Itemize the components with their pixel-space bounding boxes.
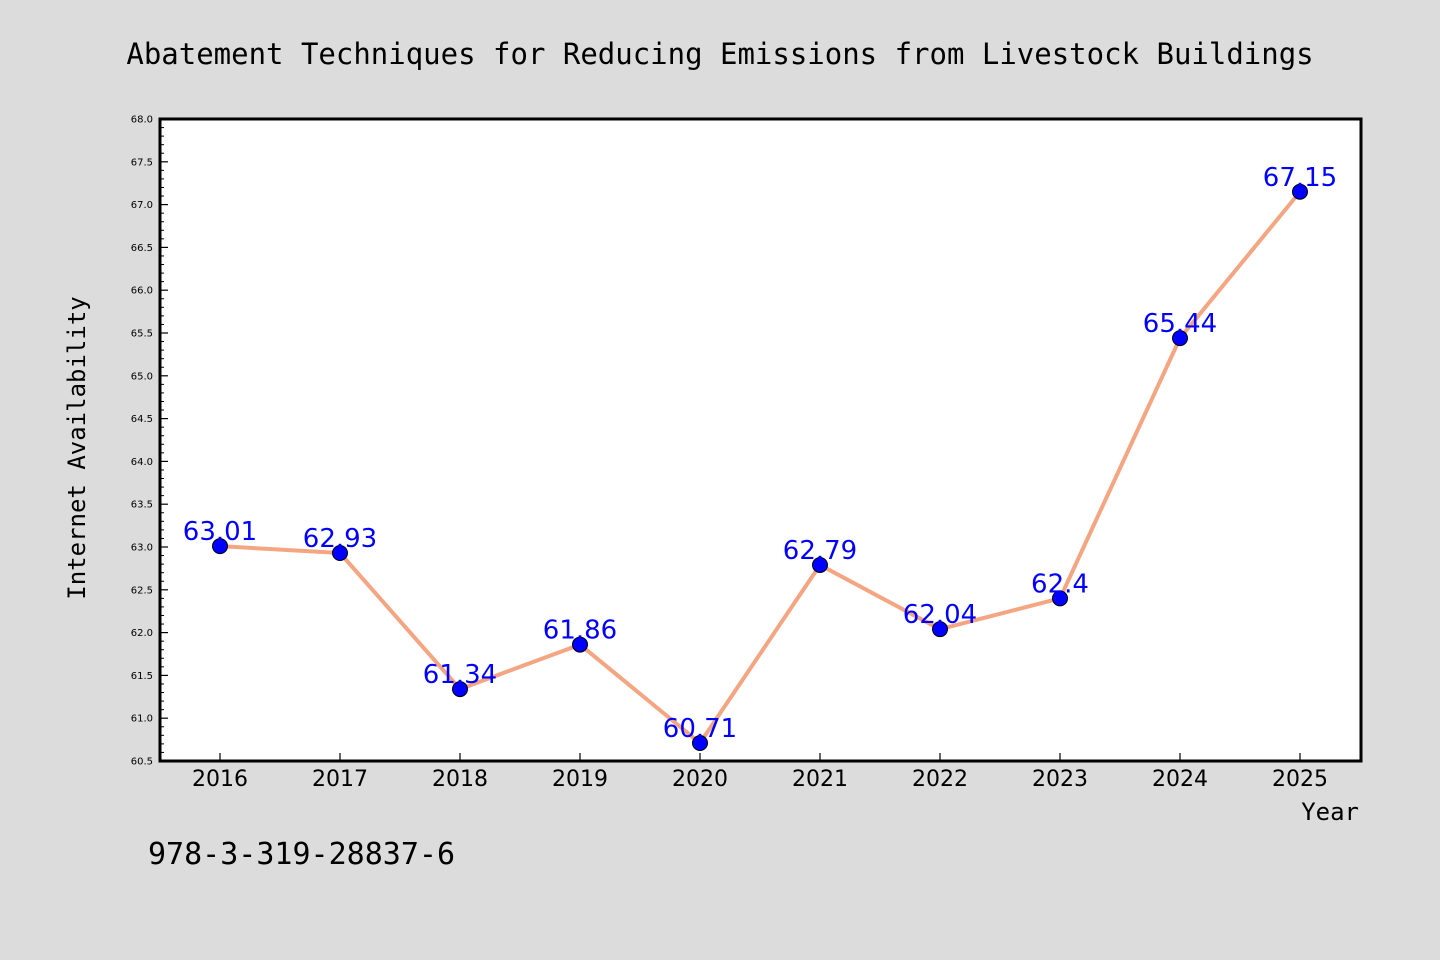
data-point — [812, 556, 828, 573]
series-markers — [212, 183, 1308, 752]
x-axis-label: Year — [1301, 798, 1359, 826]
data-point — [932, 621, 948, 638]
data-label: 63.01 — [183, 517, 257, 547]
data-point — [572, 636, 588, 653]
x-axis: 2016 2017 2018 2019 2020 2021 2022 2023 2024 2025 — [192, 753, 1328, 792]
chart-title: Abatement Techniques for Reducing Emissi… — [126, 37, 1313, 71]
data-point — [452, 681, 468, 698]
y-tick-label: 63.0 — [131, 543, 153, 554]
y-tick-label: 67.5 — [131, 157, 153, 168]
y-axis: 60.5 61.0 61.5 62.0 62.5 63.0 63.5 64.0 64.5 65.0… — [131, 115, 168, 768]
series-line — [219, 190, 1302, 746]
y-tick-label: 66.5 — [131, 243, 153, 254]
data-point — [1292, 183, 1308, 200]
data-labels: 63.01 62.93 61.34 61.86 60.71 62.79 62.04 62.4 6… — [183, 163, 1337, 744]
y-tick-label: 64.5 — [131, 414, 153, 425]
y-tick-label: 61.5 — [131, 671, 153, 682]
data-point — [1172, 330, 1188, 347]
data-label: 62.79 — [783, 536, 857, 566]
data-point — [332, 544, 348, 561]
y-tick-label: 66.0 — [131, 286, 153, 297]
data-point — [212, 538, 228, 555]
data-label: 60.71 — [663, 714, 737, 744]
y-tick-label: 64.0 — [131, 457, 153, 468]
y-tick-label: 67.0 — [131, 200, 153, 211]
x-tick-label: 2021 — [792, 767, 848, 792]
x-tick-label: 2025 — [1272, 767, 1328, 792]
data-point — [692, 735, 708, 752]
y-tick-label: 61.0 — [131, 714, 153, 725]
data-point — [1052, 590, 1068, 607]
y-tick-label: 63.5 — [131, 500, 153, 511]
isbn-annotation: 978-3-319-28837-6 — [148, 837, 455, 872]
data-label: 67.15 — [1263, 163, 1337, 193]
y-tick-label: 65.0 — [131, 371, 153, 382]
data-label: 65.44 — [1143, 309, 1217, 339]
x-tick-label: 2020 — [672, 767, 728, 792]
x-tick-label: 2023 — [1032, 767, 1088, 792]
x-tick-label: 2016 — [192, 767, 248, 792]
x-tick-label: 2022 — [912, 767, 968, 792]
y-axis-label: Internet Availability — [63, 296, 91, 599]
data-label: 61.34 — [423, 660, 497, 690]
data-label: 62.04 — [903, 600, 977, 630]
data-label: 61.86 — [543, 616, 617, 646]
data-label: 62.93 — [303, 524, 377, 554]
x-tick-label: 2018 — [432, 767, 488, 792]
y-tick-label: 68.0 — [131, 115, 153, 126]
y-tick-label: 62.5 — [131, 585, 153, 596]
data-label: 62.4 — [1031, 569, 1089, 599]
x-tick-label: 2019 — [552, 767, 608, 792]
y-tick-label: 65.5 — [131, 329, 153, 340]
plot-area — [158, 117, 1363, 763]
y-tick-label: 62.0 — [131, 628, 153, 639]
x-tick-label: 2024 — [1152, 767, 1208, 792]
x-tick-label: 2017 — [312, 767, 368, 792]
y-tick-label: 60.5 — [131, 757, 153, 768]
